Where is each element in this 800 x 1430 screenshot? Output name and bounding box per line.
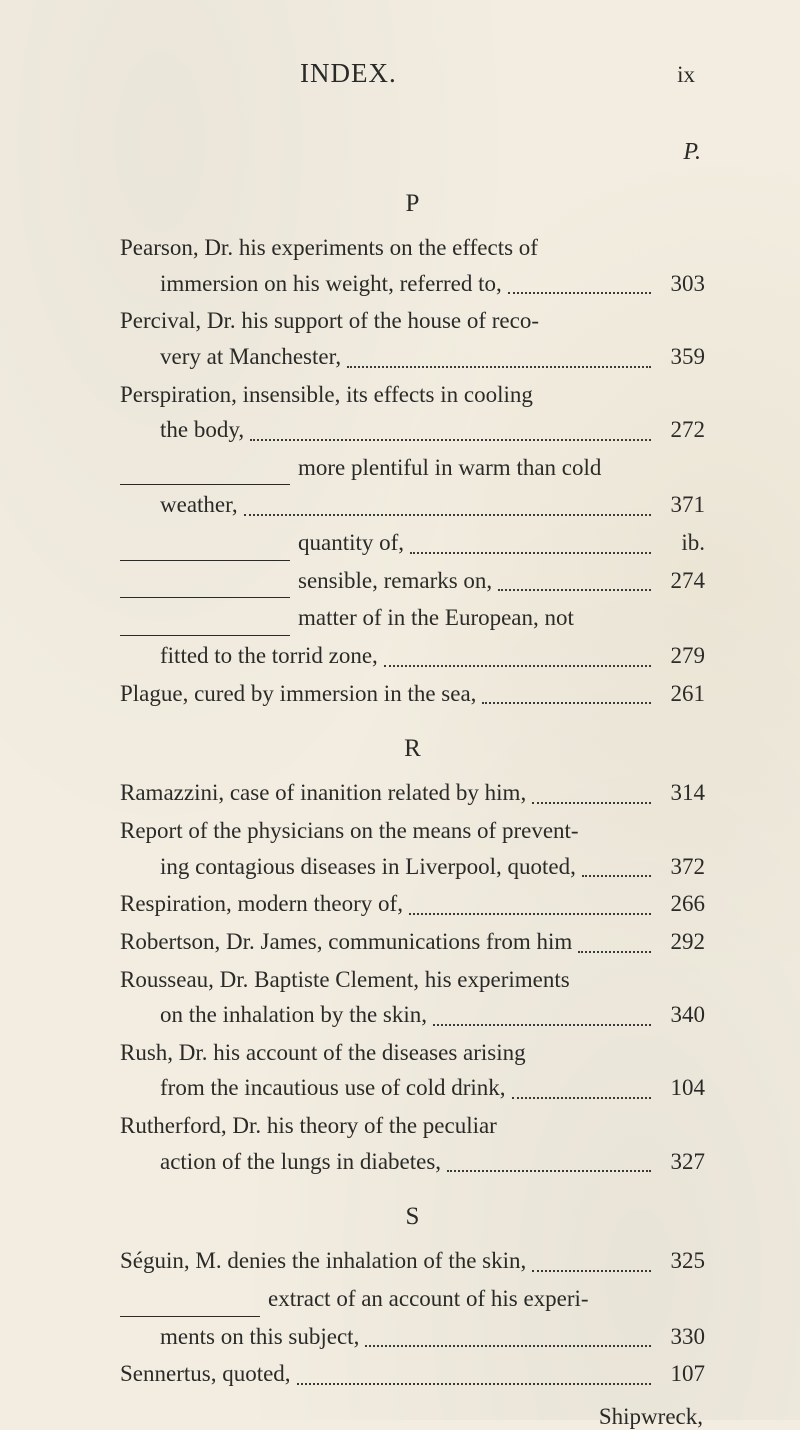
- column-head-page: P.: [120, 139, 705, 166]
- index-entry: sensible, remarks on, 274: [120, 563, 705, 599]
- index-entry: weather, 371: [120, 487, 705, 523]
- index-entry: immersion on his weight, referred to, 303: [120, 266, 705, 302]
- index-entry: Sennertus, quoted, 107: [120, 1356, 705, 1392]
- page-folio: ix: [677, 62, 695, 88]
- leader-dots: [498, 589, 651, 591]
- entry-text: extract of an account of his experi-: [268, 1281, 589, 1317]
- leader-dots: [447, 1170, 651, 1172]
- page-number: 314: [657, 775, 705, 811]
- entry-text: the body,: [160, 412, 244, 448]
- index-entry-line: Rush, Dr. his account of the diseases ar…: [120, 1035, 705, 1071]
- index-entry-line: matter of in the European, not: [120, 600, 705, 636]
- leader-dots: [409, 913, 651, 915]
- entry-text: ments on this subject,: [160, 1319, 359, 1355]
- page-number: 340: [657, 997, 705, 1033]
- index-title: INDEX.: [300, 58, 397, 89]
- page-number: 372: [657, 849, 705, 885]
- leader-dots: [410, 552, 651, 554]
- page-number: 266: [657, 886, 705, 922]
- index-entry-line: Rutherford, Dr. his theory of the peculi…: [120, 1108, 705, 1144]
- entry-text: more plentiful in warm than cold: [298, 450, 601, 486]
- index-entry-line: more plentiful in warm than cold: [120, 450, 705, 486]
- page-number: 327: [657, 1144, 705, 1180]
- page-number: 292: [657, 924, 705, 960]
- section-letter: S: [120, 1203, 705, 1231]
- index-entry-line: Report of the physicians on the means of…: [120, 813, 705, 849]
- index-entry: quantity of, ib.: [120, 525, 705, 561]
- page-number: 359: [657, 339, 705, 375]
- ditto-dash: [120, 623, 290, 636]
- index-entry-line: Pearson, Dr. his experiments on the effe…: [120, 230, 705, 266]
- page-number: 107: [657, 1356, 705, 1392]
- entry-text: action of the lungs in diabetes,: [160, 1144, 441, 1180]
- page-number: 104: [657, 1070, 705, 1106]
- page-number: 325: [657, 1243, 705, 1279]
- index-entry: Respiration, modern theory of, 266: [120, 886, 705, 922]
- leader-dots: [578, 951, 651, 953]
- index-entry: from the incautious use of cold drink, 10…: [120, 1070, 705, 1106]
- leader-dots: [297, 1383, 651, 1385]
- index-entry: Robertson, Dr. James, communications fro…: [120, 924, 705, 960]
- leader-dots: [482, 702, 651, 704]
- entry-text: quantity of,: [298, 525, 404, 561]
- index-entry: action of the lungs in diabetes, 327: [120, 1144, 705, 1180]
- index-entry: Séguin, M. denies the inhalation of the …: [120, 1243, 705, 1279]
- index-entry: very at Manchester, 359: [120, 339, 705, 375]
- entry-text: Sennertus, quoted,: [120, 1356, 291, 1392]
- ditto-dash: [120, 473, 290, 486]
- leader-dots: [512, 1097, 651, 1099]
- entry-text: Respiration, modern theory of,: [120, 886, 403, 922]
- index-entry: Plague, cured by immersion in the sea, 26…: [120, 676, 705, 712]
- page-number: 330: [657, 1319, 705, 1355]
- index-entry-line: Percival, Dr. his support of the house o…: [120, 303, 705, 339]
- section-letter: P: [120, 190, 705, 218]
- entry-text: weather,: [160, 487, 238, 523]
- index-entry: ments on this subject, 330: [120, 1319, 705, 1355]
- page-number: 272: [657, 412, 705, 448]
- section-letter: R: [120, 735, 705, 763]
- leader-dots: [582, 875, 651, 877]
- index-entry: on the inhalation by the skin, 340: [120, 997, 705, 1033]
- leader-dots: [244, 514, 651, 516]
- entry-text: fitted to the torrid zone,: [160, 638, 378, 674]
- entry-text: on the inhalation by the skin,: [160, 997, 427, 1033]
- index-entry: the body, 272: [120, 412, 705, 448]
- page-number: 261: [657, 676, 705, 712]
- page-number: 303: [657, 266, 705, 302]
- entry-text: Séguin, M. denies the inhalation of the …: [120, 1243, 526, 1279]
- leader-dots: [433, 1024, 651, 1026]
- entry-text: matter of in the European, not: [298, 600, 574, 636]
- catchword: Shipwreck,: [120, 1404, 705, 1430]
- index-entry: ing contagious diseases in Liverpool, qu…: [120, 849, 705, 885]
- ditto-dash: [120, 586, 290, 599]
- index-entry-line: Perspiration, insensible, its effects in…: [120, 377, 705, 413]
- index-entry-line: Rousseau, Dr. Baptiste Clement, his expe…: [120, 962, 705, 998]
- index-body: P Pearson, Dr. his experiments on the eff…: [120, 190, 705, 1392]
- page-number: 371: [657, 487, 705, 523]
- leader-dots: [347, 366, 651, 368]
- ditto-dash: [120, 1304, 260, 1317]
- entry-text: from the incautious use of cold drink,: [160, 1070, 506, 1106]
- page-number: 274: [657, 563, 705, 599]
- entry-text: Plague, cured by immersion in the sea,: [120, 676, 476, 712]
- leader-dots: [532, 1270, 651, 1272]
- index-entry: Ramazzini, case of inanition related by …: [120, 775, 705, 811]
- entry-text: immersion on his weight, referred to,: [160, 266, 502, 302]
- leader-dots: [508, 292, 651, 294]
- entry-text: sensible, remarks on,: [298, 563, 492, 599]
- ditto-dash: [120, 548, 290, 561]
- leader-dots: [250, 439, 651, 441]
- entry-text: ing contagious diseases in Liverpool, qu…: [160, 849, 576, 885]
- leader-dots: [365, 1345, 651, 1347]
- entry-text: Robertson, Dr. James, communications fro…: [120, 924, 572, 960]
- page-number: ib.: [657, 525, 705, 561]
- page-header: INDEX. ix: [120, 58, 705, 89]
- page-number: 279: [657, 638, 705, 674]
- index-entry: fitted to the torrid zone, 279: [120, 638, 705, 674]
- index-entry-line: extract of an account of his experi-: [120, 1281, 705, 1317]
- leader-dots: [384, 665, 651, 667]
- entry-text: Ramazzini, case of inanition related by …: [120, 775, 526, 811]
- leader-dots: [532, 802, 651, 804]
- entry-text: very at Manchester,: [160, 339, 341, 375]
